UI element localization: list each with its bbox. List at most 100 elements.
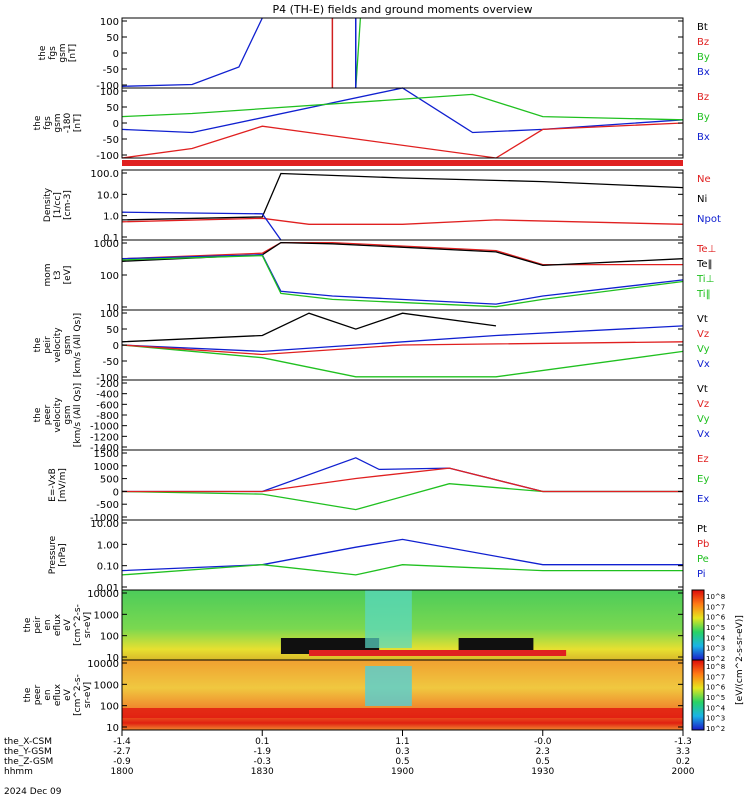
fgs_dsl-ylabel: the xyxy=(33,115,43,130)
fgs-ytick-label: 0 xyxy=(113,49,119,60)
peir_vel-legend-0: Vt xyxy=(697,314,708,325)
fgs_dsl-ytick-label: 100 xyxy=(100,87,119,98)
peir_vel-series-Vy xyxy=(121,344,684,378)
colorbar-tick: 10^4 xyxy=(706,704,726,712)
peir_vel-ytick-label: 100 xyxy=(100,309,119,320)
peer_vel-ylabel: the xyxy=(33,407,43,422)
efield-ytick-label: 0 xyxy=(113,487,119,498)
peer_vel-ylabel: gsm xyxy=(63,405,73,424)
colorbar-tick: 10^2 xyxy=(706,725,725,733)
efield-ytick-label: 500 xyxy=(100,475,119,486)
efield-ylabel: E=-VxB xyxy=(48,468,58,502)
peer_vel-ytick-label: -1000 xyxy=(90,422,119,433)
separator-bar xyxy=(122,160,683,166)
peer_spec-ylabel: sr-eV] xyxy=(83,682,93,708)
xaxis-value: -0.0 xyxy=(534,737,552,747)
xaxis-value: -2.7 xyxy=(113,747,131,757)
peir_spec-ylabel: the xyxy=(23,617,33,632)
fgs_dsl-ylabel: -180 xyxy=(63,113,73,134)
peir_vel-ytick-label: 50 xyxy=(106,325,119,336)
xaxis-value: 1830 xyxy=(251,767,274,777)
fgs_dsl-legend-2: Bx xyxy=(697,132,710,143)
peir_vel-ylabel: the xyxy=(33,337,43,352)
peir_vel-series-Vt xyxy=(121,312,497,343)
fgs-legend-3: Bx xyxy=(697,67,710,78)
colorbar-tick: 10^7 xyxy=(706,603,725,611)
peer_vel-ylabel: velocity xyxy=(53,397,63,433)
peer_vel-legend-2: Vy xyxy=(697,414,710,425)
density-series-Ne xyxy=(121,217,684,225)
fgs_dsl-series-Bx xyxy=(121,87,684,134)
xaxis-value: 1.1 xyxy=(395,737,409,747)
peer_spec-ylabel: peer xyxy=(33,684,43,705)
peir_spec-ytick-label: 1000 xyxy=(94,610,119,621)
peir-red-band xyxy=(309,650,567,656)
xaxis-row-label: the_Z-GSM xyxy=(4,757,53,767)
peer_spec-ylabel: eV xyxy=(63,688,73,701)
fgs_dsl-legend-0: Bz xyxy=(697,92,709,103)
colorbar-0 xyxy=(691,589,705,661)
density-series-Ni xyxy=(121,172,684,221)
pressure-legend-3: Pi xyxy=(697,569,706,580)
temp-ylabel: mom xyxy=(43,263,53,286)
xaxis-value: 2.3 xyxy=(536,747,550,757)
pressure-series-Pe xyxy=(121,564,683,576)
density-ytick-label: 1.0 xyxy=(103,212,119,223)
density-legend-1: Ni xyxy=(697,194,707,205)
peir-cyan-column xyxy=(365,590,412,648)
efield-series-Ey xyxy=(121,483,683,511)
peir_spec-ylabel: [cm^2-s- xyxy=(73,604,83,646)
colorbar-tick: 10^5 xyxy=(706,694,725,702)
fgs-ytick-label: -100 xyxy=(96,81,119,92)
peer_vel-legend-1: Vz xyxy=(697,399,709,410)
peer_vel-ylabel: [km/s (All Qs)] xyxy=(73,383,83,447)
fgs-ylabel: fgs xyxy=(48,46,58,60)
fgs-series-By xyxy=(355,17,362,89)
fgs-ytick-label: -50 xyxy=(103,65,119,76)
colorbar-tick: 10^8 xyxy=(706,663,725,671)
efield-frame xyxy=(121,449,684,521)
xaxis-value: -1.9 xyxy=(253,747,271,757)
peer_spec-ytick-label: 100 xyxy=(100,702,119,713)
peer_spec-ytick-label: 10 xyxy=(106,723,119,734)
fgs-legend-1: Bz xyxy=(697,37,709,48)
efield-legend-1: Ey xyxy=(697,474,709,485)
efield-ylabel: [mV/m] xyxy=(58,468,68,502)
pressure-legend-2: Pe xyxy=(697,554,709,565)
peir_vel-ylabel: velocity xyxy=(53,327,63,363)
peer_vel-ytick-label: -1200 xyxy=(90,432,119,443)
temp-series-Te⊥ xyxy=(121,241,683,266)
peir_spec-ylabel: eflux xyxy=(53,613,63,636)
density-ytick-label: 0.1 xyxy=(103,233,119,244)
fgs-legend-0: Bt xyxy=(697,22,708,33)
peir_vel-ylabel: peir xyxy=(43,336,53,354)
colorbar-tick: 10^7 xyxy=(706,673,725,681)
xaxis-value: 3.3 xyxy=(676,747,690,757)
pressure-ylabel: [nPa] xyxy=(58,543,68,566)
colorbar-tick: 10^2 xyxy=(706,655,725,663)
xaxis-row-label: the_Y-GSM xyxy=(4,747,52,757)
fgs-series-Bx xyxy=(121,17,263,87)
pressure-legend-1: Pb xyxy=(697,539,709,550)
peer_spec-ylabel: the xyxy=(23,687,33,702)
fgs-ylabel: gsm xyxy=(58,43,68,62)
pressure-ytick-label: 10.00 xyxy=(90,519,119,530)
peir_vel-series-Vz xyxy=(121,341,684,356)
fgs_dsl-legend-1: By xyxy=(697,112,710,123)
peer_spec-ylabel: en xyxy=(43,689,53,700)
peir_spec-ytick-label: 10 xyxy=(106,653,119,664)
peir_vel-ytick-label: 0 xyxy=(113,341,119,352)
efield-legend-2: Ex xyxy=(697,494,709,505)
colorbar-tick: 10^3 xyxy=(706,715,725,723)
fgs_dsl-frame xyxy=(121,87,684,159)
pressure-frame xyxy=(121,519,684,591)
temp-ytick-label: 100 xyxy=(100,271,119,282)
temp-ylabel: [eV] xyxy=(63,266,73,285)
peer_vel-ytick-label: -400 xyxy=(96,390,119,401)
peer_spec-ylabel: eflux xyxy=(53,683,63,706)
fgs-ylabel: [nT] xyxy=(68,44,78,62)
xaxis-value: 2000 xyxy=(672,767,695,777)
density-ytick-label: 100.0 xyxy=(90,169,119,180)
colorbar-tick: 10^6 xyxy=(706,614,726,622)
